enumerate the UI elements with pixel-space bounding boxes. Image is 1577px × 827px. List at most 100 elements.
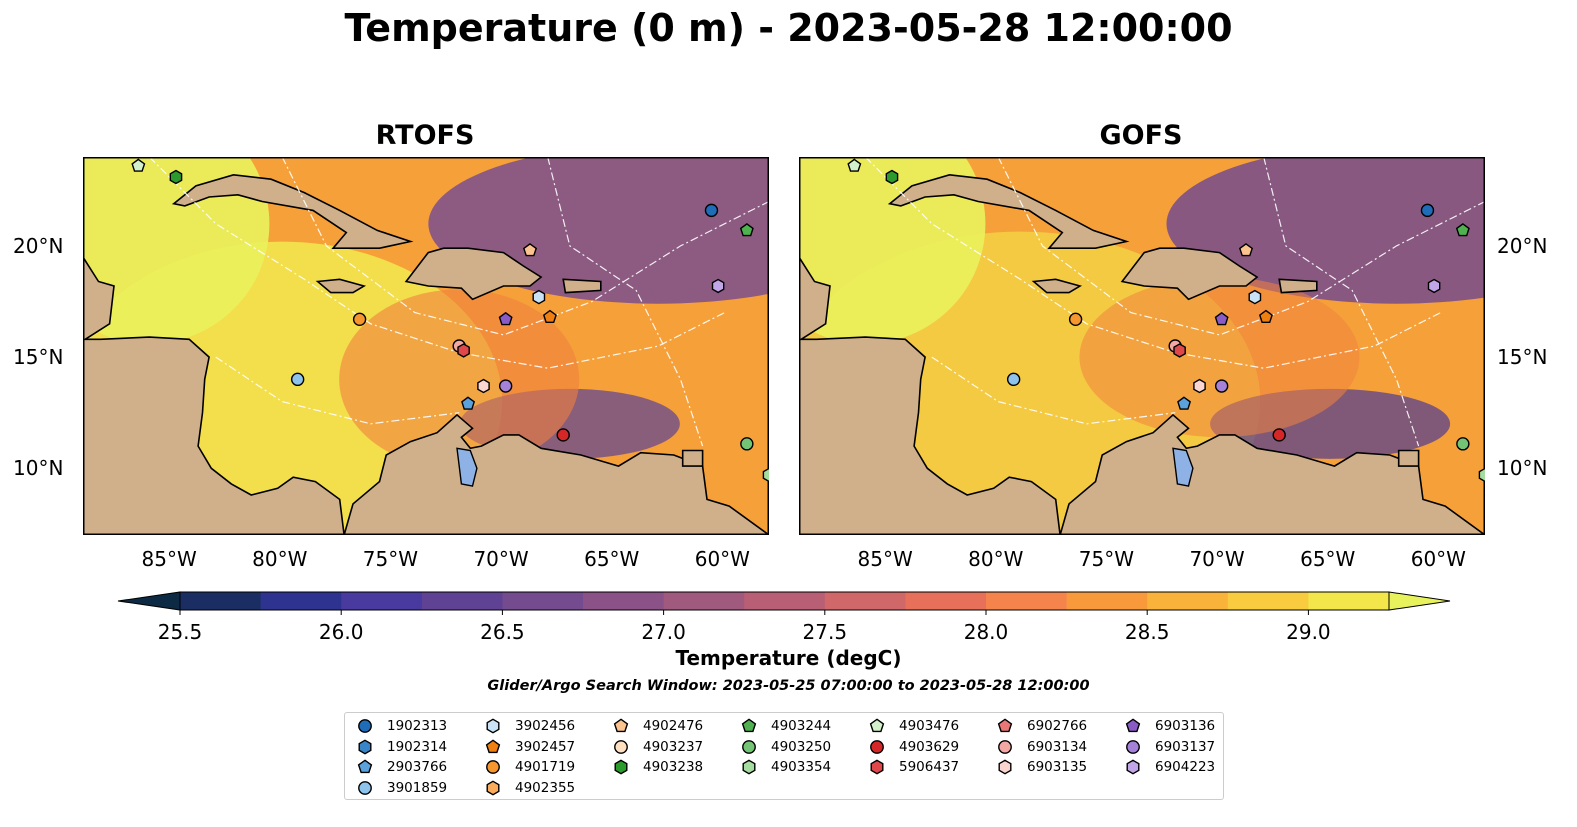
colorbar-bin [180,592,262,610]
float-marker-6903136 [498,311,513,326]
float-marker-6904223 [1427,278,1441,294]
legend-item-4903250: 4903250 [739,737,831,757]
legend-item-1902314: 1902314 [355,737,447,757]
x-tick-label: 80°W [968,547,1024,571]
land-area [1031,278,1083,294]
float-marker-4903629 [556,428,570,442]
colorbar-bin [986,592,1068,610]
colorbar [117,591,1451,615]
panel-title-gofs: GOFS [1099,120,1183,151]
eez-boundary-line [148,157,725,369]
float-marker-3902457 [1258,309,1273,324]
legend-label: 6903137 [1155,738,1216,755]
legend-label: 4903244 [771,718,832,734]
colorbar-extend-min [117,591,181,611]
x-tick-label: 70°W [1189,547,1245,571]
float-marker-4901719 [1068,312,1083,327]
hexagon-marker-icon [614,759,628,775]
land-area [1059,413,1485,535]
y-tick-label: 20°N [1497,233,1548,258]
land-area [83,157,345,535]
pentagon-marker-icon [357,759,373,774]
float-marker-6903135 [477,378,490,394]
legend-marker [358,719,372,733]
land-area [1278,278,1318,294]
colorbar-bin [1227,592,1309,610]
land-area [681,449,704,467]
land-area [171,173,414,249]
legend-marker [357,759,373,774]
legend-item-6903134: 6903134 [995,737,1087,757]
colorbar-bin [502,592,584,610]
y-tick-label: 10°N [13,456,64,481]
x-tick-label: 60°W [694,547,750,571]
legend-label: 4903250 [771,738,832,755]
legend-marker [485,738,501,753]
pentagon-marker-icon [997,718,1013,733]
legend-label: 4902476 [643,718,704,734]
legend-marker [742,739,756,754]
legend-label: 3902456 [515,718,576,734]
colorbar-tick-label: 25.5 [157,620,203,644]
legend-label: 2903766 [387,759,448,775]
float-marker-2903766 [1177,396,1192,410]
colorbar-bin [744,592,826,610]
float-marker-4903250 [1456,437,1470,451]
colorbar-bin [663,592,745,610]
colorbar-tick-label: 29.0 [1286,620,1331,644]
colorbar-tick-label: 26.5 [480,620,525,644]
circle-marker-icon [742,739,756,754]
legend-item-6904223: 6904223 [1123,757,1215,777]
legend-label: 3901859 [387,779,448,796]
legend-marker [870,759,884,775]
lake-maracaibo [1172,447,1194,487]
panel-title-rtofs: RTOFS [375,120,475,151]
legend-marker [742,759,756,775]
legend-item-3902456: 3902456 [483,716,575,736]
colorbar-label: Temperature (degC) [675,646,902,670]
legend-item-3902457: 3902457 [483,737,575,757]
float-marker-6904223 [711,278,725,294]
legend-item-3901859: 3901859 [355,778,447,798]
legend-marker [358,780,372,795]
legend-item-2903766: 2903766 [355,757,447,777]
colorbar-tick-label: 26.0 [318,620,364,644]
colorbar-bin [341,592,423,610]
colorbar-bin [1308,592,1390,610]
land-area [1397,449,1420,467]
land-area [887,173,1130,249]
float-marker-4901719 [352,312,367,327]
lake-maracaibo [456,447,478,487]
legend-marker [998,739,1012,754]
circle-marker-icon [358,780,372,795]
y-tick-label: 15°N [1497,345,1548,370]
legend-item-6903135: 6903135 [995,757,1087,777]
colorbar-bin [824,592,906,610]
colorbar-bin [905,592,987,610]
float-marker-1902313 [704,203,719,218]
legend-item-4903244: 4903244 [739,716,831,736]
legend-label: 6903135 [1027,759,1088,775]
float-marker-4903476 [131,158,146,172]
circle-marker-icon [486,760,500,774]
legend-marker [997,718,1013,733]
search-window-text: Glider/Argo Search Window: 2023-05-25 07… [487,678,1090,694]
legend-item-6903136: 6903136 [1123,716,1215,736]
legend-item-4903629: 4903629 [867,737,959,757]
legend-label: 6903134 [1027,738,1088,755]
float-marker-6903135 [1193,378,1206,394]
colorbar-tick-label: 28.0 [963,620,1009,644]
legend-item-4903237: 4903237 [611,737,703,757]
float-marker-4903354 [762,467,769,483]
float-marker-4903238 [169,169,183,185]
float-marker-4902476 [522,243,538,257]
hexagon-marker-icon [742,759,756,775]
legend-marker [486,760,500,774]
float-legend: 1902313 1902314 2903766 3901859 3902456 39024… [344,712,1224,800]
land-area [315,278,367,294]
colorbar-tick-label: 27.5 [802,620,848,644]
legend-label: 5906437 [899,759,960,775]
colorbar-extend-max [1388,591,1451,611]
legend-marker [486,779,500,796]
rtofs-map-panel [83,157,769,535]
